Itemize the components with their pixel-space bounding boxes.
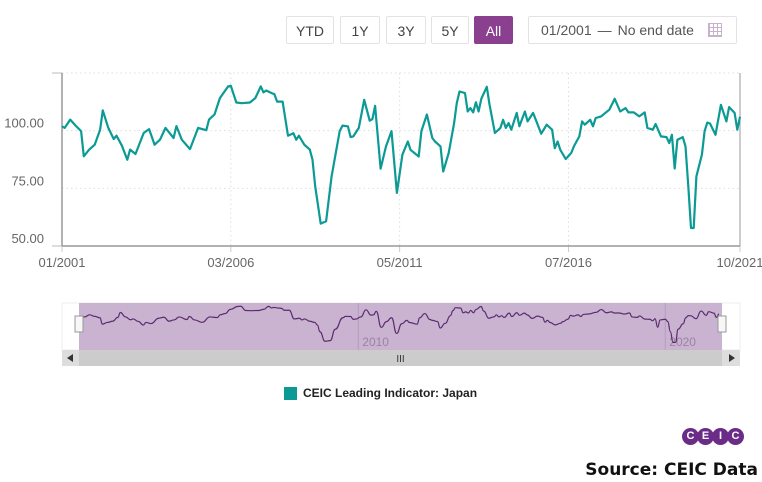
range-button-ytd[interactable]: YTD [286, 16, 334, 44]
navigator-handle-right[interactable] [717, 315, 727, 333]
scroll-right-arrow-icon[interactable] [729, 354, 735, 362]
calendar-icon[interactable] [708, 23, 722, 37]
logo-letter: C [727, 428, 744, 445]
legend-swatch [284, 386, 297, 400]
x-tick-label: 03/2006 [207, 255, 254, 270]
range-button-all[interactable]: All [474, 16, 513, 44]
date-range-picker[interactable]: 01/2001 — No end date [528, 16, 737, 44]
navigator-handle-left[interactable] [74, 315, 84, 333]
logo-letter: I [712, 428, 729, 445]
source-label: Source: CEIC Data [585, 460, 758, 480]
series-line [61, 84, 742, 230]
end-date: No end date [617, 22, 694, 38]
scroll-left-arrow-icon[interactable] [67, 354, 73, 362]
y-tick-label: 50.00 [11, 231, 44, 246]
x-tick-label: 05/2011 [377, 255, 423, 270]
navigator-line [81, 305, 720, 343]
navigator-label: 2010 [362, 335, 389, 349]
x-tick-label: 10/2021 [717, 255, 762, 270]
navigator-selection [79, 303, 722, 350]
range-button-5y[interactable]: 5Y [431, 16, 469, 44]
date-separator: — [597, 22, 612, 38]
legend-label: CEIC Leading Indicator: Japan [303, 386, 478, 400]
y-tick-label: 100.00 [4, 116, 44, 131]
logo-letter: E [697, 428, 714, 445]
legend-item[interactable]: CEIC Leading Indicator: Japan [284, 386, 477, 400]
range-button-3y[interactable]: 3Y [386, 16, 426, 44]
y-tick-label: 75.00 [11, 173, 44, 188]
ceic-logo: C E I C [682, 428, 744, 445]
scrollbar-thumb[interactable] [79, 350, 722, 366]
x-tick-label: 01/2001 [39, 255, 86, 270]
scrollbar-grip-icon: III [396, 354, 404, 365]
x-tick-label: 07/2016 [545, 255, 592, 270]
start-date: 01/2001 [541, 22, 592, 38]
range-button-1y[interactable]: 1Y [340, 16, 380, 44]
logo-letter: C [682, 428, 699, 445]
